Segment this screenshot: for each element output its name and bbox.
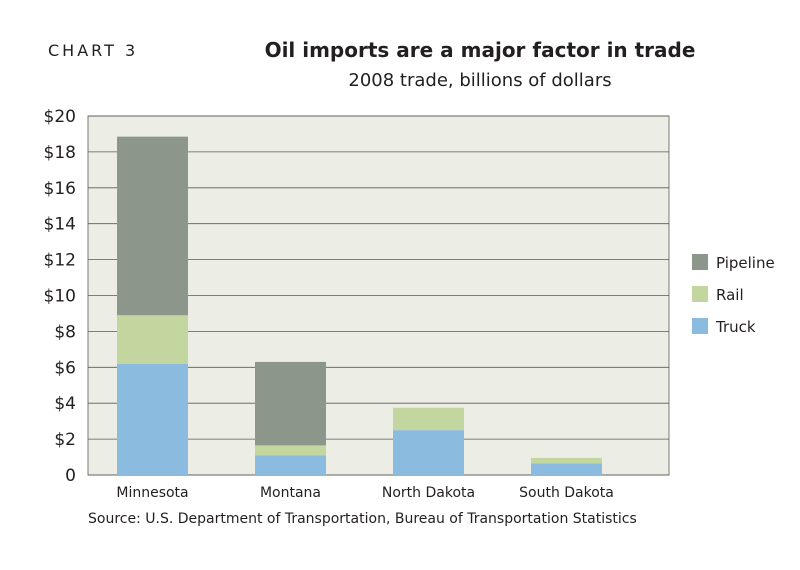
bar-truck-minnesota (117, 363, 188, 475)
bar-truck-north-dakota (393, 430, 464, 475)
y-tick-label: $20 (44, 107, 76, 127)
legend-swatch-truck (692, 318, 708, 334)
y-tick-label: $16 (44, 179, 76, 199)
bar-truck-south-dakota (531, 463, 602, 475)
legend-label-truck: Truck (715, 318, 756, 336)
chart-title: Oil imports are a major factor in trade (264, 38, 696, 62)
legend-label-pipeline: Pipeline (716, 254, 775, 272)
y-tick-label: $14 (44, 215, 76, 235)
bar-rail-south-dakota (531, 457, 602, 464)
bar-rail-north-dakota (393, 407, 464, 431)
bar-rail-minnesota (117, 315, 188, 364)
y-tick-label: $2 (54, 430, 76, 450)
y-tick-label: $18 (44, 143, 76, 163)
y-tick-label: $4 (54, 394, 76, 414)
x-category-label: Minnesota (116, 485, 188, 501)
legend-swatch-pipeline (692, 254, 708, 270)
chart-number-label: CHART 3 (48, 41, 139, 60)
chart-subtitle: 2008 trade, billions of dollars (348, 70, 612, 91)
bar-rail-montana (255, 445, 326, 456)
legend-swatch-rail (692, 286, 708, 302)
x-category-label: South Dakota (519, 485, 614, 501)
y-tick-label: $10 (44, 287, 76, 307)
bar-pipeline-minnesota (117, 136, 188, 316)
bar-pipeline-montana (255, 361, 326, 446)
source-note: Source: U.S. Department of Transportatio… (88, 511, 637, 527)
x-category-label: North Dakota (382, 485, 475, 501)
plot-border (87, 115, 670, 476)
y-tick-label: $8 (54, 322, 76, 342)
y-tick-label: $12 (44, 251, 76, 271)
x-category-label: Montana (260, 485, 321, 501)
bar-truck-montana (255, 455, 326, 475)
legend-label-rail: Rail (716, 286, 744, 304)
y-tick-label: 0 (65, 466, 76, 486)
y-tick-label: $6 (54, 358, 76, 378)
